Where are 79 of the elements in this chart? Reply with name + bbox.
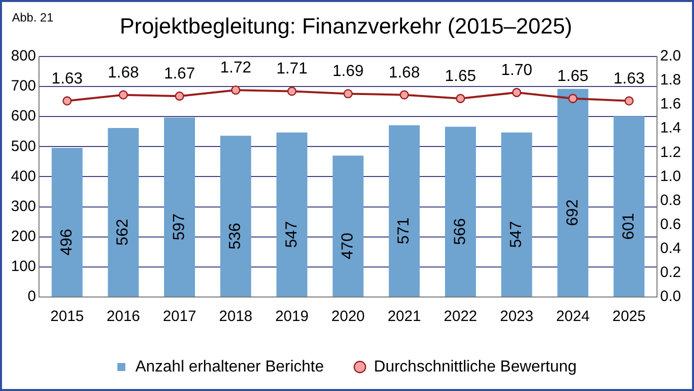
point (62, 96, 72, 106)
data-label: 547 (283, 221, 300, 248)
y-tick-label: 0 (28, 288, 36, 306)
y2-tick-label: 0.2 (660, 264, 682, 282)
x-tick-label: 2021 (388, 308, 421, 326)
data-label: 562 (114, 218, 132, 246)
data-label: 1.68 (108, 64, 139, 82)
x-tick-label: 2023 (500, 308, 534, 326)
x-tick-label: 2025 (612, 308, 646, 326)
data-label: 470 (339, 232, 356, 260)
x-tick-label: 2024 (556, 308, 590, 326)
y-tick-label: 300 (10, 198, 36, 215)
bar (108, 128, 139, 296)
data-label: 601 (620, 212, 638, 240)
chart-title: Projektbegleitung: Finanzverkehr (2015–2025) (120, 13, 572, 38)
bar (332, 156, 364, 296)
legend-label: Durchschnittliche Bewertung (374, 358, 577, 376)
data-label: 597 (170, 214, 188, 240)
data-label: 1.67 (164, 66, 196, 83)
data-label: 1.71 (276, 60, 308, 78)
caption: Abb. 21 (12, 10, 54, 24)
data-label: 1.69 (332, 63, 364, 80)
data-label: 692 (564, 199, 582, 226)
y2-tick-label: 0.0 (660, 288, 682, 306)
bar (557, 88, 588, 296)
x-tick-label: 2015 (50, 308, 84, 326)
bar (164, 117, 195, 296)
bar (501, 132, 532, 296)
y-tick-label: 800 (10, 48, 36, 65)
x-tick-label: 2016 (106, 308, 140, 326)
point (118, 90, 128, 100)
point (624, 96, 634, 106)
data-label: 536 (227, 222, 244, 250)
y2-tick-label: 1.2 (660, 144, 682, 161)
bar (445, 126, 476, 296)
bar (220, 136, 252, 296)
data-label: 1.68 (388, 64, 420, 82)
bar (614, 116, 645, 296)
bar (52, 148, 83, 296)
data-label: 571 (396, 217, 413, 244)
point (512, 88, 522, 98)
point (174, 92, 184, 101)
data-label: 1.63 (52, 70, 83, 88)
point (568, 94, 578, 104)
bar (388, 125, 420, 296)
point (343, 89, 353, 98)
y-tick-label: 200 (10, 228, 36, 245)
point (287, 86, 296, 96)
y2-tick-label: 1.0 (660, 168, 682, 185)
y2-tick-label: 0.6 (660, 216, 682, 233)
y-tick-label: 400 (10, 168, 36, 185)
y2-tick-label: 1.4 (660, 120, 682, 137)
data-label: 1.70 (501, 62, 532, 79)
data-label: 1.65 (557, 68, 589, 85)
point (400, 90, 409, 100)
point (231, 85, 240, 95)
y2-tick-label: 1.8 (660, 72, 682, 89)
y-tick-label: 500 (10, 138, 36, 155)
x-tick-label: 2022 (444, 308, 478, 326)
y2-tick-label: 0.4 (660, 240, 682, 258)
data-label: 1.63 (613, 70, 645, 88)
y-tick-label: 100 (10, 258, 36, 276)
y2-tick-label: 1.6 (660, 96, 682, 113)
x-tick-label: 2017 (162, 308, 196, 326)
legend-label: Anzahl erhaltener Berichte (135, 358, 324, 376)
x-tick-label: 2020 (331, 308, 365, 326)
data-label: 566 (452, 218, 469, 245)
point (456, 94, 466, 104)
x-tick-label: 2019 (275, 308, 309, 326)
y-tick-label: 600 (10, 108, 36, 125)
y-tick-label: 700 (10, 78, 36, 95)
y2-tick-label: 2.0 (660, 48, 682, 65)
data-label: 547 (508, 221, 526, 248)
data-label: 1.72 (220, 59, 252, 76)
x-tick-label: 2018 (219, 308, 252, 326)
data-label: 1.65 (444, 68, 476, 85)
y2-tick-label: 0.8 (660, 192, 682, 209)
data-label: 496 (58, 228, 76, 256)
bar (276, 132, 308, 296)
